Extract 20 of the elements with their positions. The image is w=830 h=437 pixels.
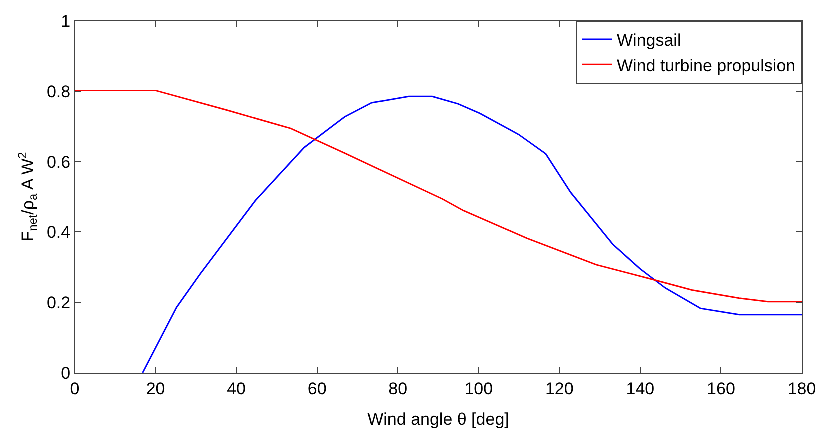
legend-label: Wingsail — [617, 31, 682, 50]
x-tick-label: 180 — [788, 379, 816, 398]
y-tick-label: 0.2 — [46, 294, 71, 313]
y-tick-label: 0.6 — [46, 152, 71, 172]
line-series — [142, 96, 802, 373]
x-tick-label: 120 — [545, 379, 574, 398]
x-tick-label: 80 — [388, 379, 408, 398]
x-axis-title: Wind angle θ [deg] — [368, 410, 510, 429]
x-tick-label: 160 — [707, 379, 736, 398]
legend-label: Wind turbine propulsion — [617, 56, 796, 76]
x-tick-label: 40 — [227, 379, 246, 398]
y-tick-label: 1 — [61, 12, 71, 31]
line-series — [75, 90, 802, 303]
y-tick-label: 0.4 — [46, 223, 71, 242]
y-tick-label: 0 — [61, 364, 71, 383]
x-tick-label: 20 — [146, 379, 166, 398]
x-tick-label: 140 — [626, 379, 655, 398]
y-tick-label: 0.8 — [46, 82, 71, 102]
x-tick-label: 100 — [464, 379, 494, 398]
x-tick-label: 60 — [308, 379, 327, 398]
